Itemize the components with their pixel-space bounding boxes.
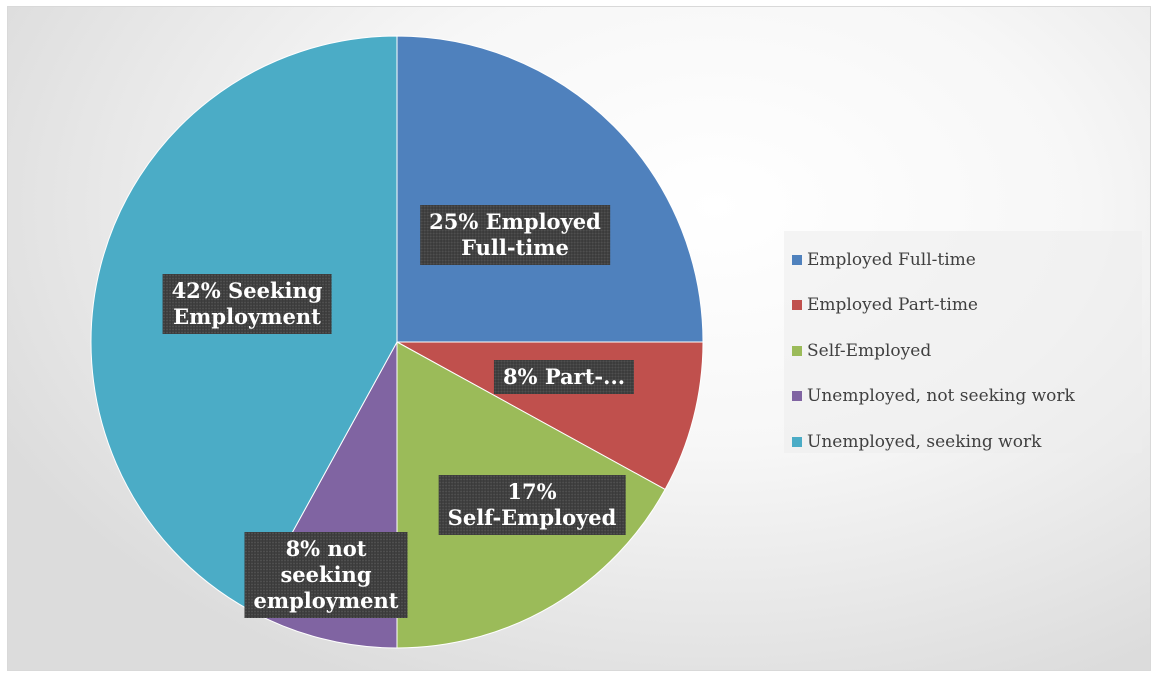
legend-item: Employed Full-time — [784, 237, 1142, 283]
data-label-0: 25% Employed Full-time — [420, 205, 610, 265]
data-label-line: Employment — [173, 304, 321, 329]
data-label-line: 8% Part-... — [502, 364, 626, 389]
data-label-line: seeking — [280, 562, 372, 587]
legend-item: Self-Employed — [784, 328, 1142, 374]
legend-label: Self-Employed — [807, 340, 932, 361]
data-label-line: Self-Employed — [447, 505, 617, 530]
data-label-4: 42% Seeking Employment — [162, 274, 332, 334]
data-label-line: 25% Employed — [429, 209, 601, 234]
legend-swatch — [792, 436, 802, 447]
legend-swatch — [792, 391, 802, 402]
data-label-line: 8% not — [285, 536, 367, 561]
data-label-line: 42% Seeking — [171, 278, 323, 303]
data-label-2: 17% Self-Employed — [438, 475, 626, 535]
legend-label: Employed Full-time — [807, 249, 976, 270]
legend: Employed Full-time Employed Part-time Self… — [784, 231, 1142, 453]
legend-swatch — [792, 300, 802, 311]
data-label-line: 17% — [507, 479, 557, 504]
legend-swatch — [792, 345, 802, 356]
pie-slice-0 — [396, 35, 704, 343]
data-label-3: 8% not seeking employment — [244, 532, 408, 618]
data-label-line: employment — [253, 588, 399, 613]
data-label-line: Full-time — [461, 235, 569, 260]
legend-item: Employed Part-time — [784, 283, 1142, 329]
legend-label: Employed Part-time — [807, 295, 978, 316]
data-label-1: 8% Part-... — [493, 360, 635, 394]
legend-swatch — [792, 254, 802, 265]
legend-item: Unemployed, seeking work — [784, 419, 1142, 465]
legend-item: Unemployed, not seeking work — [784, 374, 1142, 420]
legend-label: Unemployed, seeking work — [807, 431, 1042, 452]
legend-label: Unemployed, not seeking work — [807, 386, 1075, 407]
chart-area: 25% Employed Full-time 8% Part-... 17% Self-… — [7, 6, 1151, 671]
